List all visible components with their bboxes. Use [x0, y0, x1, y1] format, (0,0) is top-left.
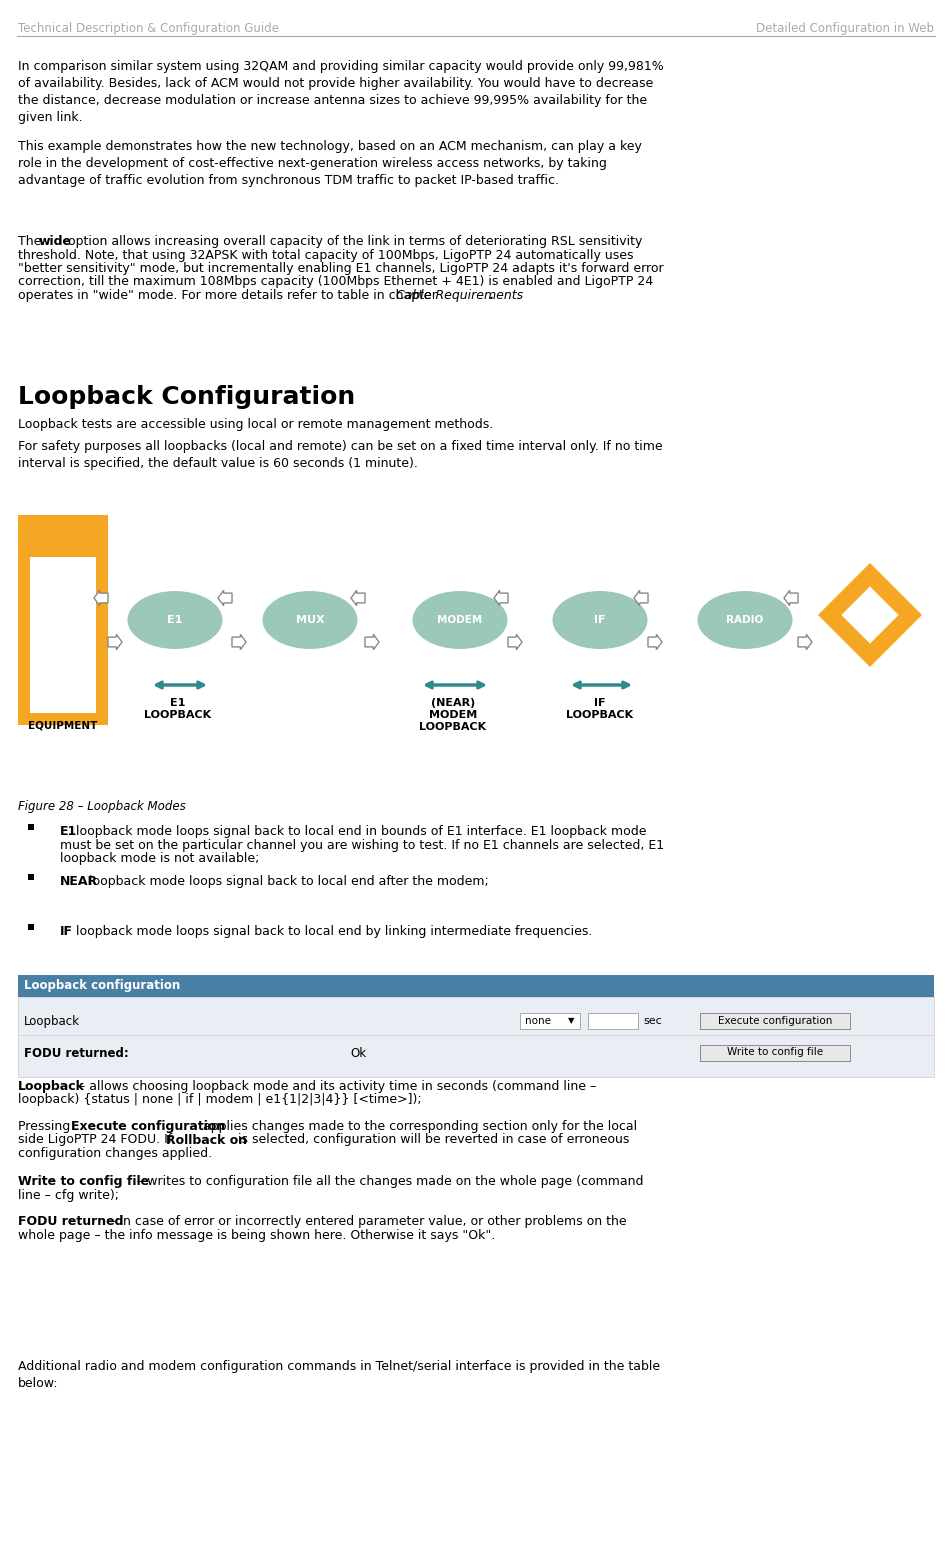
Text: FODU returned: FODU returned [18, 1215, 124, 1228]
Text: RADIO: RADIO [726, 615, 764, 626]
Polygon shape [218, 590, 232, 605]
Ellipse shape [412, 591, 507, 649]
Text: Figure 28 – Loopback Modes: Figure 28 – Loopback Modes [18, 800, 186, 813]
Text: loopback mode is not available;: loopback mode is not available; [60, 852, 259, 864]
Text: The: The [18, 236, 46, 248]
Text: applies changes made to the corresponding section only for the local: applies changes made to the correspondin… [199, 1120, 637, 1133]
Text: Execute configuration: Execute configuration [718, 1016, 832, 1026]
Text: Technical Description & Configuration Guide: Technical Description & Configuration Gu… [18, 22, 279, 34]
Text: line – cfg write);: line – cfg write); [18, 1189, 119, 1201]
FancyBboxPatch shape [30, 557, 96, 713]
Ellipse shape [263, 591, 358, 649]
Text: Ok: Ok [350, 1047, 367, 1059]
FancyBboxPatch shape [18, 505, 934, 800]
Text: ▼: ▼ [568, 1016, 574, 1025]
Polygon shape [365, 635, 379, 649]
Polygon shape [818, 563, 922, 668]
Polygon shape [648, 635, 662, 649]
Ellipse shape [552, 591, 647, 649]
Polygon shape [94, 590, 108, 605]
Text: NEAR: NEAR [60, 875, 98, 888]
Text: loopback mode loops signal back to local end after the modem;: loopback mode loops signal back to local… [85, 875, 488, 888]
Text: loopback mode loops signal back to local end in bounds of E1 interface. E1 loopb: loopback mode loops signal back to local… [72, 825, 647, 838]
Text: sec: sec [643, 1016, 662, 1026]
FancyBboxPatch shape [18, 515, 108, 725]
FancyBboxPatch shape [18, 997, 934, 1076]
Text: IF: IF [594, 697, 605, 708]
FancyBboxPatch shape [28, 874, 34, 880]
Polygon shape [508, 635, 522, 649]
Text: This example demonstrates how the new technology, based on an ACM mechanism, can: This example demonstrates how the new te… [18, 140, 642, 187]
Text: MODEM: MODEM [437, 615, 483, 626]
FancyBboxPatch shape [700, 1045, 850, 1061]
Text: (NEAR): (NEAR) [431, 697, 475, 708]
Text: EQUIPMENT: EQUIPMENT [29, 721, 98, 730]
Text: Detailed Configuration in Web: Detailed Configuration in Web [756, 22, 934, 34]
Text: IF: IF [60, 925, 73, 938]
FancyBboxPatch shape [588, 1012, 638, 1030]
FancyBboxPatch shape [18, 975, 934, 997]
Text: whole page – the info message is being shown here. Otherwise it says "Ok".: whole page – the info message is being s… [18, 1229, 495, 1242]
Text: none: none [525, 1016, 551, 1026]
Text: threshold. Note, that using 32APSK with total capacity of 100Mbps, LigoPTP 24 au: threshold. Note, that using 32APSK with … [18, 248, 633, 262]
Text: loopback mode loops signal back to local end by linking intermediate frequencies: loopback mode loops signal back to local… [72, 925, 593, 938]
Text: option allows increasing overall capacity of the link in terms of deteriorating : option allows increasing overall capacit… [64, 236, 643, 248]
Text: Additional radio and modem configuration commands in Telnet/serial interface is : Additional radio and modem configuration… [18, 1360, 660, 1390]
Text: Pressing: Pressing [18, 1120, 74, 1133]
Polygon shape [108, 635, 122, 649]
Polygon shape [784, 590, 798, 605]
Polygon shape [494, 590, 508, 605]
Polygon shape [232, 635, 246, 649]
FancyBboxPatch shape [28, 924, 34, 930]
Polygon shape [351, 590, 365, 605]
Text: LOOPBACK: LOOPBACK [145, 710, 211, 721]
Text: IF: IF [594, 615, 605, 626]
Text: Write to config file: Write to config file [18, 1175, 149, 1189]
Ellipse shape [128, 591, 223, 649]
Text: For safety purposes all loopbacks (local and remote) can be set on a fixed time : For safety purposes all loopbacks (local… [18, 440, 663, 470]
Text: loopback) {status | none | if | modem | e1{1|2|3|4}} [<time>]);: loopback) {status | none | if | modem | … [18, 1094, 422, 1106]
Ellipse shape [698, 591, 792, 649]
Text: "better sensitivity" mode, but incrementally enabling E1 channels, LigoPTP 24 ad: "better sensitivity" mode, but increment… [18, 262, 664, 275]
Text: wide: wide [39, 236, 72, 248]
Text: E1: E1 [168, 615, 183, 626]
Text: .: . [489, 289, 494, 303]
Text: correction, till the maximum 108Mbps capacity (100Mbps Ethernet + 4E1) is enable: correction, till the maximum 108Mbps cap… [18, 276, 653, 289]
Text: E1: E1 [60, 825, 77, 838]
Text: Rollback on: Rollback on [166, 1134, 248, 1147]
Text: FODU returned:: FODU returned: [24, 1047, 129, 1059]
Text: MODEM: MODEM [428, 710, 477, 721]
Text: is selected, configuration will be reverted in case of erroneous: is selected, configuration will be rever… [234, 1134, 629, 1147]
FancyBboxPatch shape [700, 1012, 850, 1030]
Text: configuration changes applied.: configuration changes applied. [18, 1147, 212, 1161]
Text: In comparison similar system using 32QAM and providing similar capacity would pr: In comparison similar system using 32QAM… [18, 59, 664, 123]
Text: E1: E1 [170, 697, 186, 708]
Polygon shape [798, 635, 812, 649]
FancyBboxPatch shape [28, 824, 34, 830]
Text: LOOPBACK: LOOPBACK [420, 722, 486, 732]
Text: Cable Requirements: Cable Requirements [396, 289, 524, 303]
Text: must be set on the particular channel you are wishing to test. If no E1 channels: must be set on the particular channel yo… [60, 839, 664, 852]
Text: – allows choosing loopback mode and its activity time in seconds (command line –: – allows choosing loopback mode and its … [75, 1080, 596, 1094]
Text: MUX: MUX [296, 615, 325, 626]
Text: - in case of error or incorrectly entered parameter value, or other problems on : - in case of error or incorrectly entere… [107, 1215, 626, 1228]
Text: Loopback Configuration: Loopback Configuration [18, 385, 355, 409]
Text: side LigoPTP 24 FODU. If: side LigoPTP 24 FODU. If [18, 1134, 176, 1147]
Text: LOOPBACK: LOOPBACK [566, 710, 634, 721]
Text: – writes to configuration file all the changes made on the whole page (command: – writes to configuration file all the c… [133, 1175, 644, 1189]
Text: Loopback tests are accessible using local or remote management methods.: Loopback tests are accessible using loca… [18, 418, 493, 431]
Text: Execute configuration: Execute configuration [71, 1120, 226, 1133]
Text: operates in "wide" mode. For more details refer to table in chapter: operates in "wide" mode. For more detail… [18, 289, 441, 303]
Text: Loopback: Loopback [18, 1080, 85, 1094]
Text: Write to config file: Write to config file [727, 1047, 823, 1058]
FancyBboxPatch shape [520, 1012, 580, 1030]
Text: Loopback: Loopback [24, 1016, 80, 1028]
Polygon shape [842, 587, 899, 644]
Polygon shape [634, 590, 648, 605]
Text: Loopback configuration: Loopback configuration [24, 980, 180, 992]
